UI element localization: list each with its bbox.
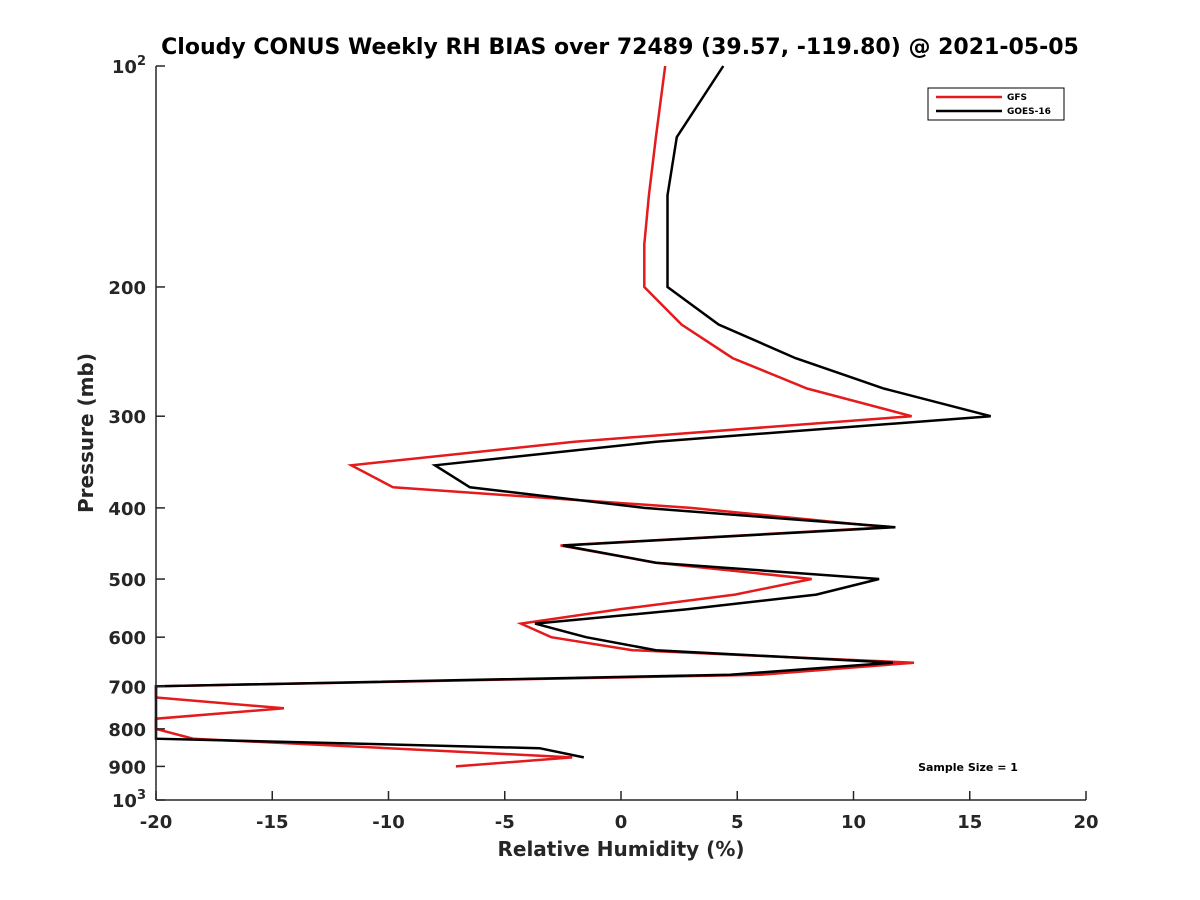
x-tick-label: 10 [841,812,866,833]
y-tick-label: 300 [108,407,146,428]
series-line-gfs [154,65,915,768]
y-tick-label: 800 [108,720,146,741]
y-tick-label: 900 [108,757,146,778]
y-tick-base: 10 [112,791,137,812]
plot-area [156,66,1086,800]
legend-label: GFS [1007,93,1027,103]
legend-box [927,87,1065,121]
legend-items: GFS GOES-16 [936,93,1051,117]
y-axis-label: Pressure (mb) [74,353,98,513]
x-tick-label: 0 [615,812,628,833]
x-tick-label: -10 [372,812,405,833]
x-tick-label: -15 [256,812,289,833]
y-tick-label: 700 [108,677,146,698]
x-ticks: -20 -15 -10 -5 0 5 10 15 20 [140,791,1099,833]
chart-title: Cloudy CONUS Weekly RH BIAS over 72489 (… [161,35,1079,60]
x-tick-label: 5 [731,812,744,833]
y-tick-exponent: 3 [137,788,146,803]
x-tick-label: 20 [1073,812,1098,833]
legend-label: GOES-16 [1007,107,1051,117]
y-tick-exponent: 2 [137,54,146,69]
y-tick-label: 102 [112,54,146,78]
x-axis-label: Relative Humidity (%) [497,837,744,861]
series-line-goes-16 [154,65,992,759]
y-tick-label: 200 [108,278,146,299]
x-tick-label: 15 [957,812,982,833]
y-tick-label: 600 [108,628,146,649]
y-tick-label: 103 [112,788,146,812]
y-tick-label: 400 [108,499,146,520]
series-layer [154,65,992,768]
legend: GFS GOES-16 [927,87,1065,121]
x-tick-label: -5 [495,812,515,833]
y-tick-label: 500 [108,570,146,591]
sample-size-annotation: Sample Size = 1 [918,761,1018,774]
y-tick-base: 10 [112,57,137,78]
x-tick-label: -20 [140,812,173,833]
